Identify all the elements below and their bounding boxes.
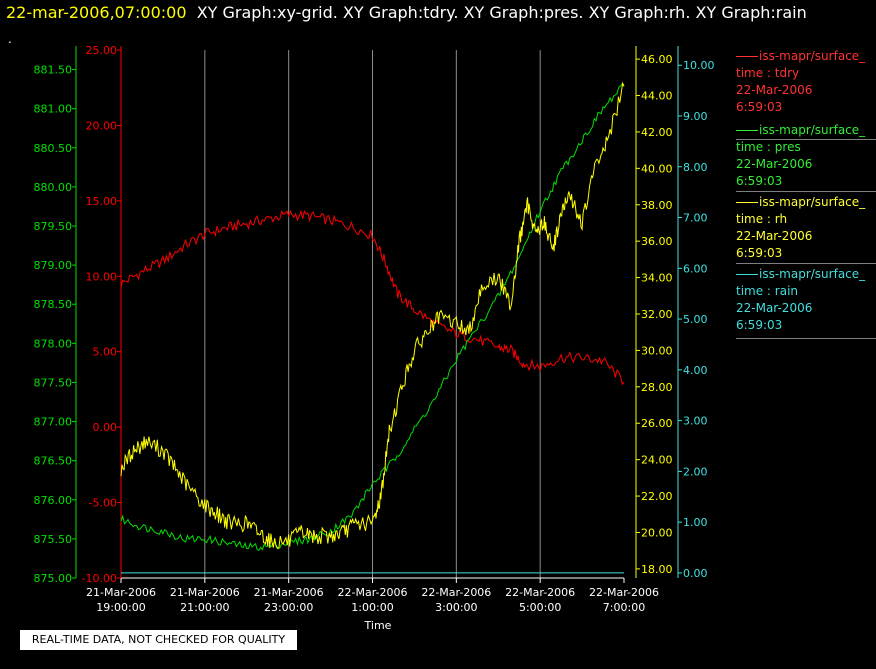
rain-tick-label: 3.00 xyxy=(683,415,708,428)
legend-entry-rain[interactable]: iss-mapr/surface_ time : rain 22-Mar-200… xyxy=(736,266,876,339)
rain-tick-label: 7.00 xyxy=(683,212,708,225)
pres-tick-label: 876.00 xyxy=(34,494,73,507)
legend-separator xyxy=(736,338,876,339)
x-tick-date-label: 22-Mar-2006 xyxy=(338,586,408,599)
tdry-tick-label: 25.00 xyxy=(86,44,118,57)
legend-source: iss-mapr/surface_ xyxy=(759,49,866,63)
title-datetime: 22-mar-2006,07:00:00 xyxy=(6,3,187,22)
pres-tick-label: 875.00 xyxy=(34,572,73,585)
legend-entry-rh[interactable]: iss-mapr/surface_ time : rh 22-Mar-2006 … xyxy=(736,194,876,264)
marker-dot: . xyxy=(8,32,12,46)
tdry-tick-label: 0.00 xyxy=(93,421,118,434)
x-tick-time-label: 21:00:00 xyxy=(180,601,229,614)
legend-date: 22-Mar-2006 xyxy=(736,301,813,315)
legend-separator xyxy=(736,263,876,264)
rain-tick-label: 4.00 xyxy=(683,364,708,377)
legend-source: iss-mapr/surface_ xyxy=(759,195,866,209)
rh-tick-label: 40.00 xyxy=(641,162,673,175)
x-axis-label: Time xyxy=(364,619,392,632)
rh-tick-label: 30.00 xyxy=(641,344,673,357)
rh-tick-label: 34.00 xyxy=(641,272,673,285)
x-tick-time-label: 5:00:00 xyxy=(519,601,561,614)
tdry-tick-label: -5.00 xyxy=(89,497,117,510)
quality-disclaimer: REAL-TIME DATA, NOT CHECKED FOR QUALITY xyxy=(20,630,297,650)
x-tick-date-label: 21-Mar-2006 xyxy=(170,586,240,599)
legend-time: 6:59:03 xyxy=(736,246,783,260)
rh-tick-label: 22.00 xyxy=(641,490,673,503)
pres-tick-label: 878.50 xyxy=(34,298,73,311)
pres-tick-label: 879.00 xyxy=(34,259,73,272)
legend-variable: time : rain xyxy=(736,284,799,298)
rh-tick-label: 38.00 xyxy=(641,199,673,212)
rh-tick-label: 20.00 xyxy=(641,526,673,539)
x-tick-date-label: 22-Mar-2006 xyxy=(589,586,659,599)
legend-source: iss-mapr/surface_ xyxy=(759,123,866,137)
pres-tick-label: 881.00 xyxy=(34,103,73,116)
rain-tick-label: 5.00 xyxy=(683,313,708,326)
rain-tick-label: 8.00 xyxy=(683,161,708,174)
rh-tick-label: 24.00 xyxy=(641,454,673,467)
legend-variable: time : pres xyxy=(736,140,801,154)
x-tick-date-label: 22-Mar-2006 xyxy=(505,586,575,599)
pres-tick-label: 879.50 xyxy=(34,220,73,233)
legend-separator xyxy=(736,139,876,140)
series-line-rh xyxy=(120,81,625,550)
rain-tick-label: 1.00 xyxy=(683,516,708,529)
x-tick-date-label: 21-Mar-2006 xyxy=(86,586,156,599)
tdry-tick-label: -10.00 xyxy=(82,572,117,585)
legend-time: 6:59:03 xyxy=(736,100,783,114)
x-tick-time-label: 19:00:00 xyxy=(96,601,145,614)
legend-time: 6:59:03 xyxy=(736,318,783,332)
axes-layer: 21-Mar-2006 19:00:00 21-Mar-2006 21:00:00 21… xyxy=(34,44,715,614)
tdry-tick-label: 20.00 xyxy=(86,119,118,132)
legend-variable: time : tdry xyxy=(736,66,800,80)
x-tick-time-label: 23:00:00 xyxy=(264,601,313,614)
x-tick-time-label: 7:00:00 xyxy=(603,601,645,614)
rain-tick-label: 2.00 xyxy=(683,465,708,478)
rh-tick-label: 46.00 xyxy=(641,53,673,66)
pres-tick-label: 880.50 xyxy=(34,142,73,155)
x-tick-date-label: 21-Mar-2006 xyxy=(254,586,324,599)
rh-tick-label: 18.00 xyxy=(641,563,673,576)
pres-tick-label: 875.50 xyxy=(34,533,73,546)
tdry-tick-label: 15.00 xyxy=(86,195,118,208)
series-line-tdry xyxy=(120,209,625,386)
title-bar: 22-mar-2006,07:00:00 XY Graph:xy-grid. X… xyxy=(6,3,807,22)
legend-separator xyxy=(736,191,876,192)
pres-tick-label: 877.00 xyxy=(34,416,73,429)
grid-layer xyxy=(204,50,541,578)
rain-tick-label: 10.00 xyxy=(683,59,715,72)
rh-tick-label: 26.00 xyxy=(641,417,673,430)
legend-entry-pres[interactable]: iss-mapr/surface_ time : pres 22-Mar-200… xyxy=(736,122,876,192)
legend-date: 22-Mar-2006 xyxy=(736,229,813,243)
legend-entry-tdry[interactable]: iss-mapr/surface_ time : tdry 22-Mar-200… xyxy=(736,48,876,140)
legend-date: 22-Mar-2006 xyxy=(736,157,813,171)
pres-tick-label: 877.50 xyxy=(34,376,73,389)
x-tick-time-label: 1:00:00 xyxy=(351,601,393,614)
rh-tick-label: 32.00 xyxy=(641,308,673,321)
series-layer xyxy=(120,81,625,574)
legend-variable: time : rh xyxy=(736,212,788,226)
legend-source: iss-mapr/surface_ xyxy=(759,267,866,281)
x-tick-time-label: 3:00:00 xyxy=(435,601,477,614)
rain-tick-label: 9.00 xyxy=(683,110,708,123)
title-graph-list: XY Graph:xy-grid. XY Graph:tdry. XY Grap… xyxy=(196,3,807,22)
x-tick-date-label: 22-Mar-2006 xyxy=(421,586,491,599)
rh-tick-label: 42.00 xyxy=(641,126,673,139)
rh-tick-label: 44.00 xyxy=(641,90,673,103)
pres-tick-label: 881.50 xyxy=(34,64,73,77)
rain-tick-label: 6.00 xyxy=(683,262,708,275)
tdry-tick-label: 5.00 xyxy=(93,346,118,359)
pres-tick-label: 876.50 xyxy=(34,455,73,468)
series-line-pres xyxy=(120,82,625,551)
tdry-tick-label: 10.00 xyxy=(86,270,118,283)
legend-time: 6:59:03 xyxy=(736,174,783,188)
rh-tick-label: 36.00 xyxy=(641,235,673,248)
legend-date: 22-Mar-2006 xyxy=(736,83,813,97)
pres-tick-label: 878.00 xyxy=(34,337,73,350)
rain-tick-label: 0.00 xyxy=(683,567,708,580)
rh-tick-label: 28.00 xyxy=(641,381,673,394)
pres-tick-label: 880.00 xyxy=(34,181,73,194)
